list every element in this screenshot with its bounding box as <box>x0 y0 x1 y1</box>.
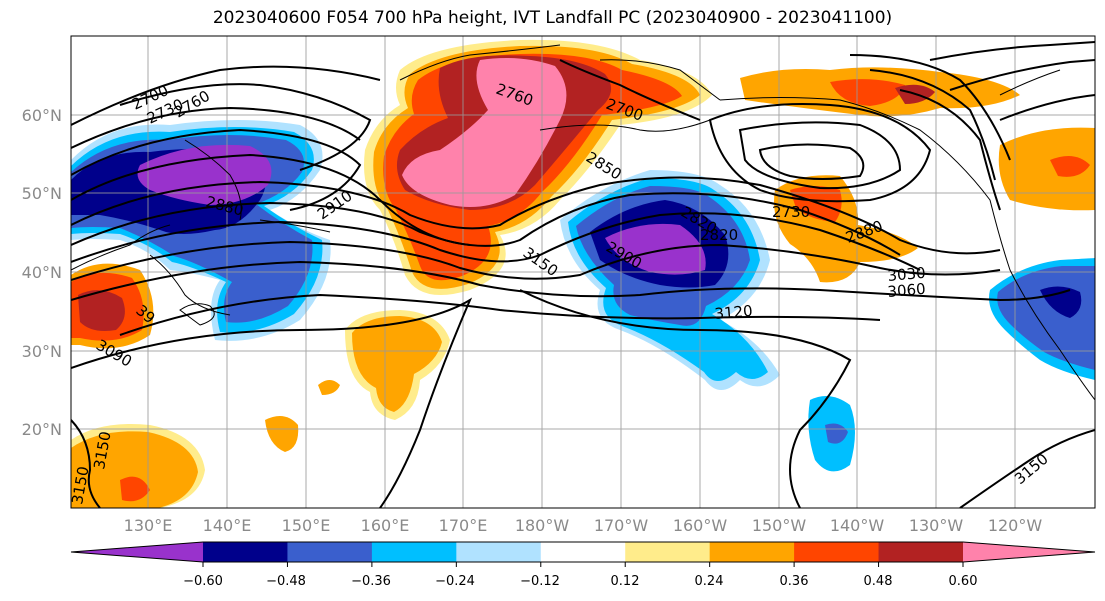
colorbar <box>70 541 1096 567</box>
lon-label: 150°E <box>282 516 331 535</box>
contour-label: 3150 <box>68 465 92 506</box>
lon-label: 180°W <box>515 516 570 535</box>
contour-label: 2820 <box>700 226 738 244</box>
colorbar-tick-label: 0.60 <box>949 574 978 589</box>
colorbar-tick-label: −0.36 <box>351 574 391 589</box>
colorbar-tick-label: 0.48 <box>864 574 893 589</box>
lon-label: 120°W <box>988 516 1043 535</box>
colorbar-tick-label: −0.60 <box>183 574 223 589</box>
contour-label: 3060 <box>887 280 927 301</box>
lon-label: 140°E <box>203 516 252 535</box>
lat-label: 50°N <box>22 184 62 203</box>
contour-label: 2730 <box>772 203 810 221</box>
colorbar-segment <box>371 542 457 562</box>
colorbar-segment <box>71 542 203 562</box>
colorbar-tick-label: 0.12 <box>611 574 640 589</box>
lon-label: 150°W <box>752 516 807 535</box>
map-area: 2700 2730 2760 2760 2700 2850 2880 2910 … <box>68 36 1095 508</box>
lon-label: 140°W <box>830 516 885 535</box>
height-contours <box>71 41 1095 508</box>
latitude-labels: 60°N 50°N 40°N 30°N 20°N <box>22 106 62 439</box>
lon-label: 130°W <box>909 516 964 535</box>
colorbar-segment <box>709 542 795 562</box>
lon-label: 160°E <box>361 516 410 535</box>
figure-title: 2023040600 F054 700 hPa height, IVT Land… <box>212 8 893 28</box>
lon-label: 170°E <box>439 516 488 535</box>
lat-label: 30°N <box>22 342 62 361</box>
coastlines <box>71 44 1095 401</box>
colorbar-segment <box>456 542 542 562</box>
colorbar-tick-labels: −0.60 −0.48 −0.36 −0.24 −0.12 0.12 0.24 … <box>183 574 977 589</box>
lat-label: 20°N <box>22 420 62 439</box>
lat-label: 60°N <box>22 106 62 125</box>
contour-label: 3120 <box>714 302 754 323</box>
colorbar-segment <box>878 542 964 562</box>
contour-label: 3030 <box>887 264 927 285</box>
colorbar-segment <box>203 542 288 562</box>
lon-label: 170°W <box>594 516 649 535</box>
colorbar-tick-label: −0.24 <box>435 574 475 589</box>
colorbar-tick-label: 0.36 <box>780 574 809 589</box>
colorbar-segment <box>963 542 1095 562</box>
lon-label: 130°E <box>124 516 173 535</box>
colorbar-segment <box>625 542 711 562</box>
colorbar-tick-label: 0.24 <box>695 574 724 589</box>
lon-label: 160°W <box>673 516 728 535</box>
lat-label: 40°N <box>22 263 62 282</box>
longitude-labels: 130°E 140°E 150°E 160°E 170°E 180°W 170°… <box>124 516 1043 535</box>
colorbar-tick-label: −0.48 <box>266 574 306 589</box>
colorbar-segment <box>287 542 373 562</box>
colorbar-segment <box>540 542 626 562</box>
colorbar-segment <box>794 542 880 562</box>
map-frame <box>70 35 1096 509</box>
colorbar-tick-label: −0.12 <box>520 574 560 589</box>
